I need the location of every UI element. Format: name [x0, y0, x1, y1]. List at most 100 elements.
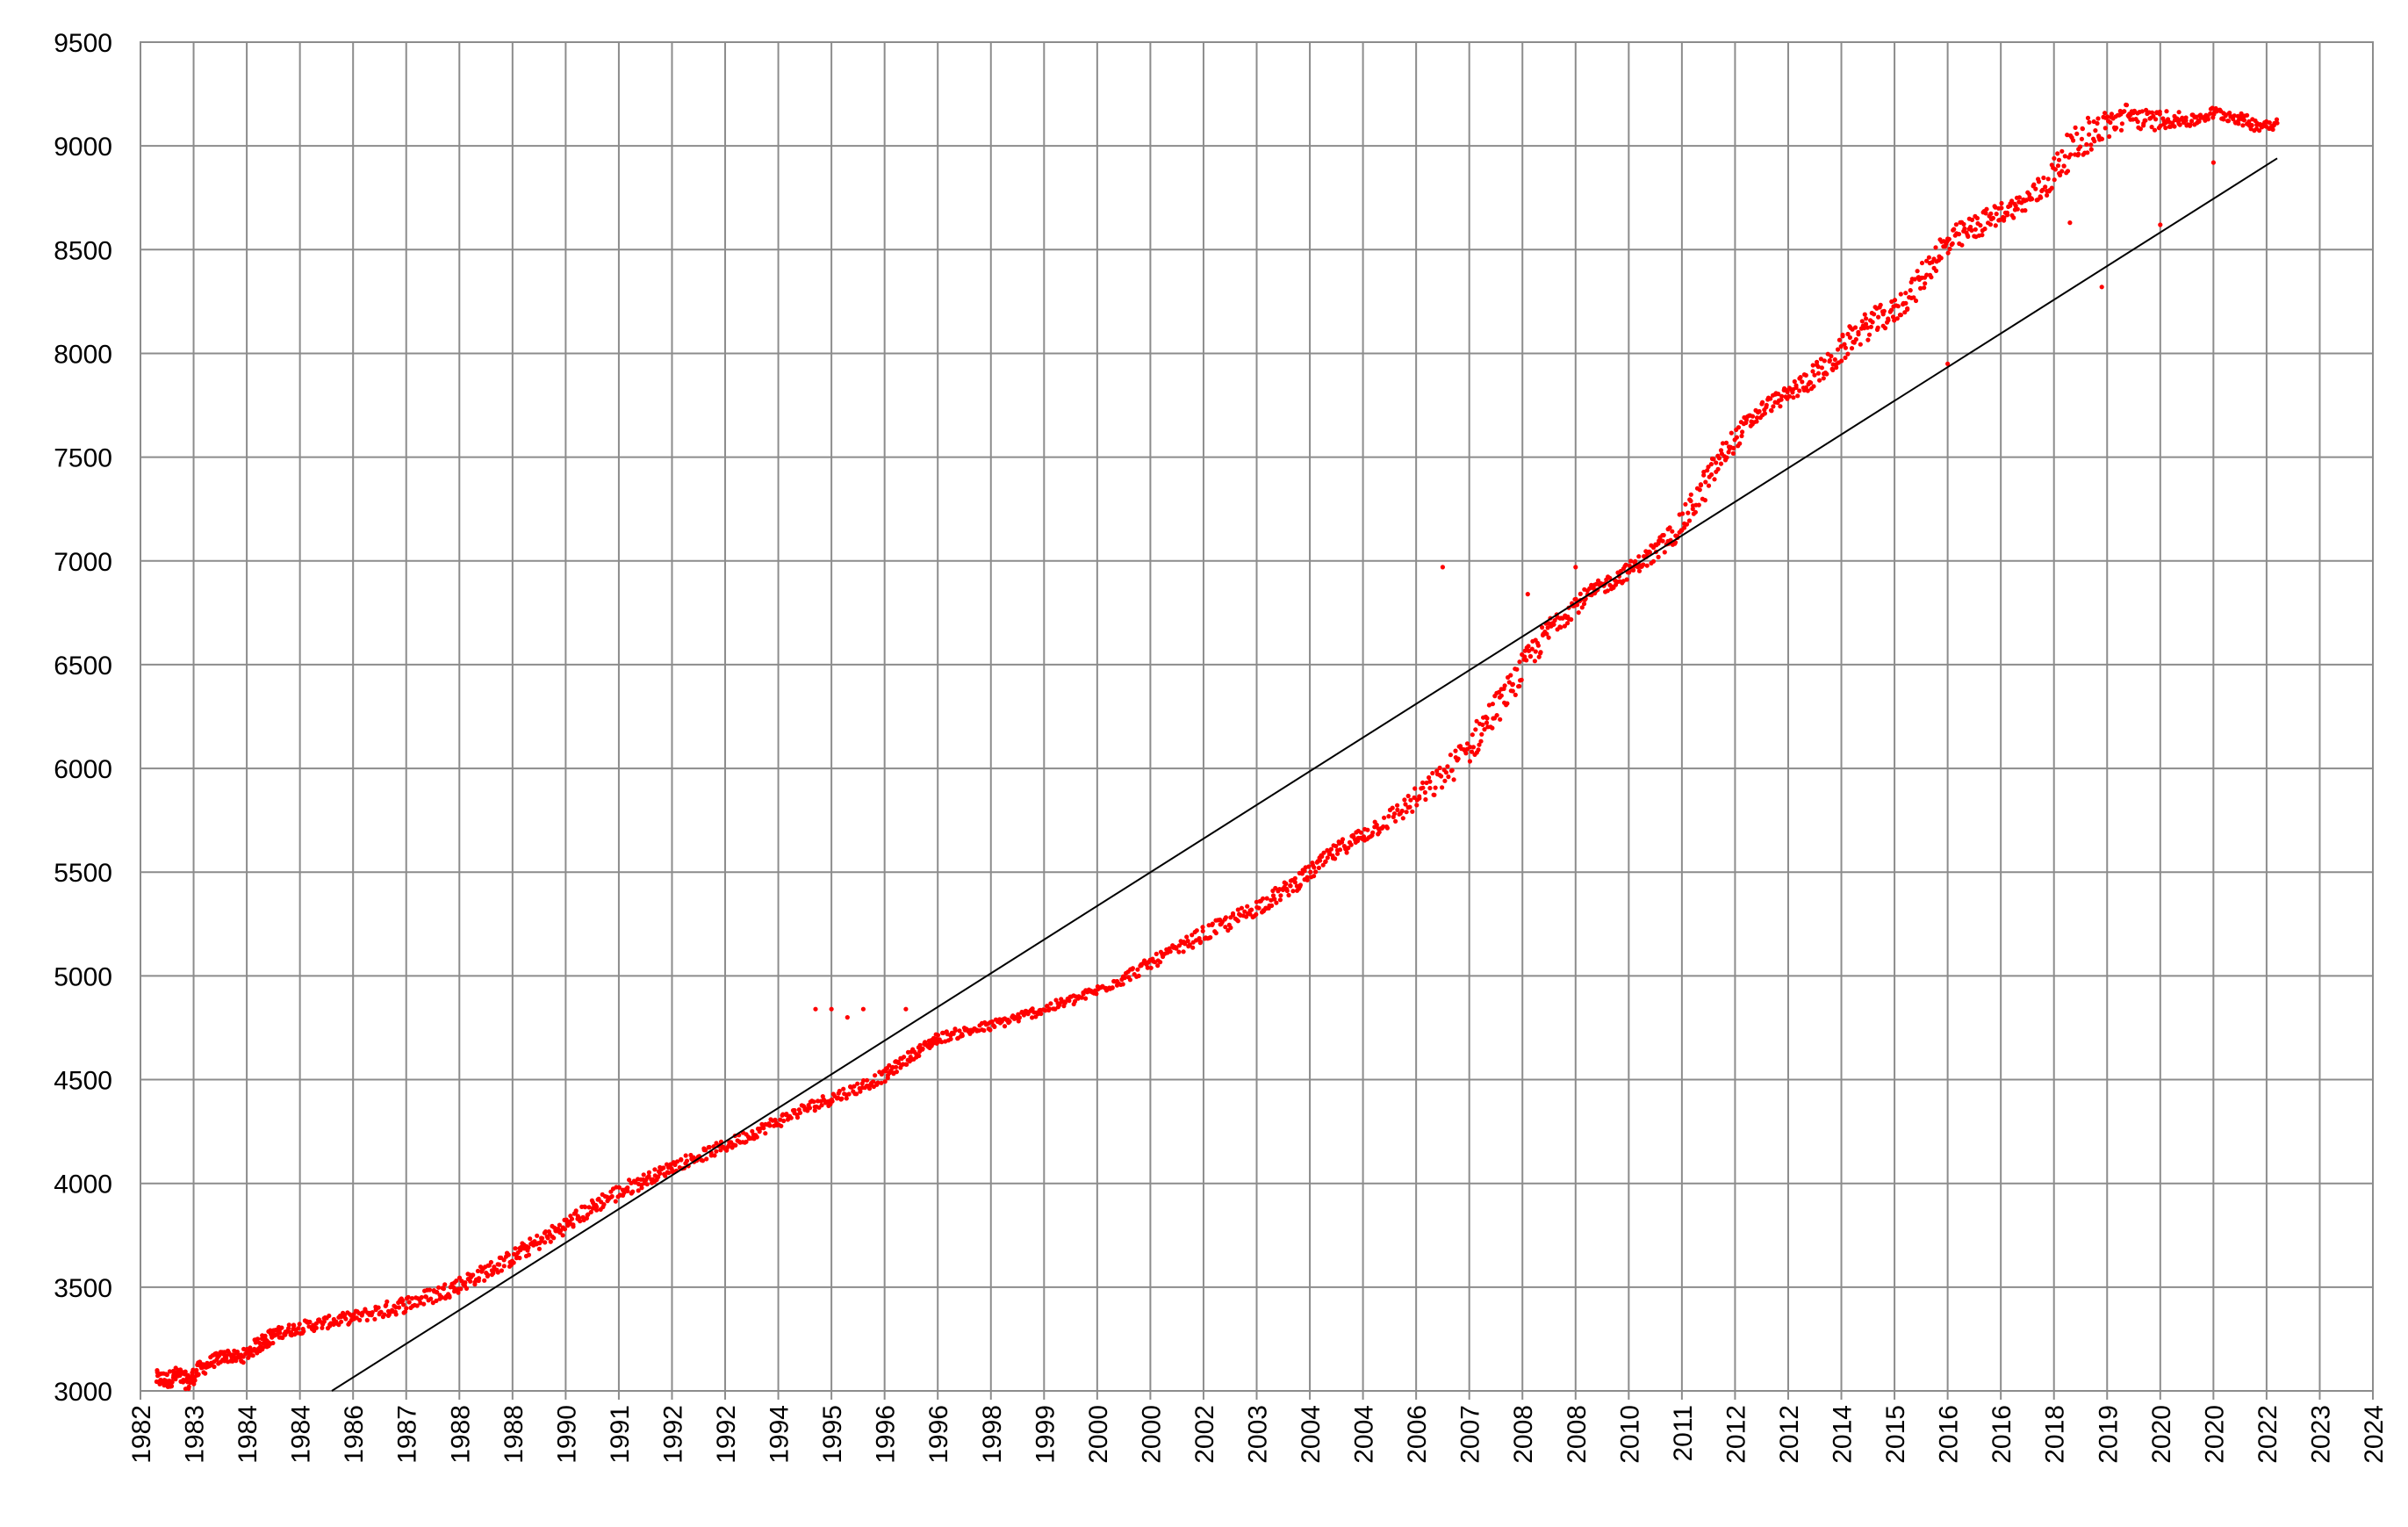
- data-point: [485, 1273, 491, 1279]
- x-tick-label: 2016: [1935, 1405, 1964, 1464]
- data-point: [1842, 342, 1847, 347]
- data-point: [327, 1313, 332, 1319]
- data-point: [2172, 124, 2177, 129]
- data-point: [1181, 949, 1186, 954]
- data-point: [1533, 649, 1538, 654]
- data-point: [841, 1086, 846, 1091]
- data-point: [1312, 865, 1317, 870]
- data-point: [296, 1326, 301, 1331]
- data-point: [2176, 110, 2182, 115]
- data-point: [700, 1158, 706, 1163]
- data-point: [370, 1310, 375, 1315]
- x-axis-tick-labels: 1982 1983 1984 1984 1986 1987 1988 1988 1990 1991…: [127, 1405, 2389, 1464]
- data-point: [2223, 113, 2228, 119]
- data-point: [712, 1153, 717, 1158]
- data-point: [2188, 122, 2193, 127]
- x-tick-label: 1995: [818, 1405, 847, 1464]
- data-point: [935, 1033, 941, 1038]
- data-point: [1340, 837, 1346, 842]
- data-point: [1712, 477, 1717, 482]
- data-point: [1305, 877, 1310, 882]
- data-point: [313, 1321, 319, 1326]
- data-point: [517, 1256, 522, 1261]
- data-point: [744, 1139, 749, 1144]
- data-point: [1779, 397, 1784, 402]
- data-point: [1526, 648, 1532, 653]
- data-point: [1698, 482, 1703, 487]
- data-point: [1386, 814, 1391, 819]
- data-point: [1688, 498, 1693, 504]
- data-point: [1913, 298, 1919, 304]
- data-point: [1624, 577, 1629, 582]
- data-point: [1256, 905, 1262, 911]
- data-point: [875, 1080, 881, 1085]
- data-point: [646, 1170, 652, 1175]
- data-point: [1007, 1019, 1012, 1024]
- data-point: [1776, 392, 1781, 397]
- data-point: [2013, 203, 2018, 208]
- data-point: [588, 1209, 593, 1214]
- data-point: [903, 1006, 909, 1012]
- data-point: [1974, 215, 1980, 221]
- data-point: [1135, 967, 1140, 972]
- data-point: [661, 1165, 666, 1170]
- data-point: [625, 1188, 630, 1193]
- data-point: [1815, 364, 1821, 370]
- data-point: [658, 1170, 663, 1176]
- data-point: [1535, 643, 1541, 648]
- data-point: [1864, 316, 1869, 321]
- data-point: [224, 1355, 229, 1361]
- data-point: [1817, 378, 1822, 383]
- data-point: [2095, 120, 2100, 126]
- data-point: [1716, 456, 1722, 461]
- data-point: [1043, 1008, 1048, 1013]
- data-point: [421, 1301, 427, 1307]
- data-point: [708, 1153, 714, 1158]
- data-point: [1395, 803, 1400, 808]
- data-point: [1919, 260, 1925, 266]
- data-point: [513, 1246, 518, 1251]
- data-point: [192, 1378, 198, 1383]
- data-point: [1197, 940, 1203, 946]
- y-tick-label: 3000: [54, 1378, 112, 1407]
- data-point: [1808, 380, 1814, 385]
- data-point: [797, 1110, 803, 1115]
- data-point: [384, 1302, 389, 1307]
- data-point: [1881, 308, 1887, 313]
- data-point: [646, 1173, 651, 1178]
- data-point: [1993, 223, 1998, 228]
- data-point: [1962, 226, 1967, 231]
- data-point: [1127, 977, 1132, 983]
- data-point: [1316, 865, 1321, 871]
- data-point: [779, 1123, 784, 1128]
- data-point: [1072, 998, 1078, 1004]
- data-point: [1703, 479, 1708, 485]
- data-point: [409, 1296, 414, 1301]
- data-point: [1013, 1015, 1018, 1020]
- data-point: [1302, 868, 1307, 874]
- data-point: [1524, 658, 1529, 663]
- data-point: [1030, 1006, 1035, 1012]
- data-point: [1898, 292, 1903, 297]
- data-point: [1318, 858, 1323, 863]
- data-point: [1393, 818, 1398, 824]
- data-point: [1895, 304, 1901, 309]
- data-point: [887, 1062, 892, 1068]
- data-point: [321, 1319, 327, 1324]
- data-point: [2275, 120, 2280, 126]
- data-point: [2108, 119, 2113, 126]
- data-point: [839, 1096, 845, 1101]
- data-point: [2221, 117, 2226, 122]
- x-tick-label: 2016: [1987, 1405, 2016, 1464]
- data-point: [1938, 256, 1944, 261]
- data-point: [2249, 123, 2254, 128]
- data-point: [1223, 925, 1228, 930]
- data-point: [1999, 200, 2004, 206]
- data-point: [1235, 918, 1240, 924]
- data-point: [1242, 909, 1247, 914]
- x-tick-label: 1990: [552, 1405, 581, 1464]
- data-point: [1565, 621, 1571, 626]
- data-point: [1532, 659, 1537, 664]
- data-point: [674, 1159, 680, 1164]
- data-point: [2079, 136, 2084, 141]
